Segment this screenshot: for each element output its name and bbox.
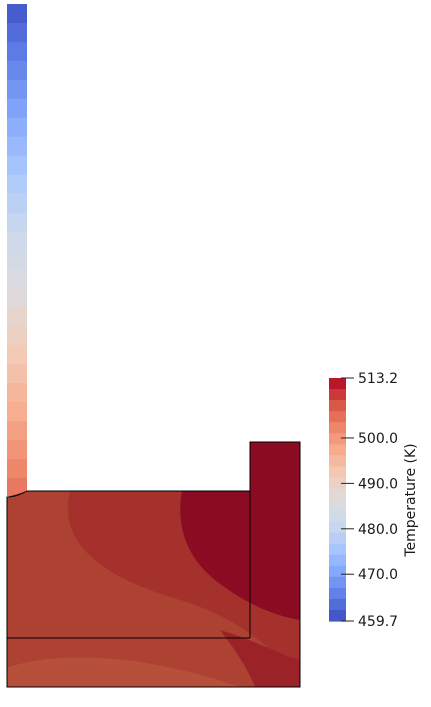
- inlet-tube: [7, 4, 27, 496]
- colorbar-ticks: 513.2 500.0 490.0 480.0 470.0 459.7: [341, 371, 398, 630]
- colorbar-tick-label: 500.0: [358, 431, 398, 447]
- colorbar-band: [329, 411, 346, 423]
- tube-band: [7, 326, 27, 346]
- colorbar-band: [329, 444, 346, 456]
- region-hot-core: [180, 491, 300, 620]
- colorbar-tick-label: 513.2: [358, 371, 398, 387]
- tube-band: [7, 364, 27, 384]
- colorbar-band: [329, 587, 346, 600]
- main-body: [7, 442, 300, 687]
- region-lower-right-dark: [220, 630, 300, 687]
- colorbar-band: [329, 521, 346, 534]
- tube-band: [7, 98, 27, 119]
- tube-band: [7, 478, 27, 496]
- colorbar-band: [329, 400, 346, 412]
- geometry-outline: [6, 441, 301, 688]
- tube-band: [7, 174, 27, 195]
- colorbar-band: [329, 543, 346, 556]
- tube-band: [7, 459, 27, 479]
- colorbar-tick-label: 459.7: [358, 614, 398, 630]
- region-outlet-hot: [250, 442, 300, 500]
- colorbar-legend: 513.2 500.0 490.0 480.0 470.0 459.7 Temperatu…: [329, 371, 419, 630]
- tube-band: [7, 345, 27, 365]
- tube-band: [7, 440, 27, 460]
- tube-band: [7, 288, 27, 308]
- colorbar-title: Temperature (K): [403, 443, 419, 557]
- tube-band: [7, 193, 27, 214]
- tube-band: [7, 212, 27, 233]
- colorbar-band: [329, 598, 346, 611]
- colorbar-band: [329, 499, 346, 512]
- tube-band: [7, 117, 27, 138]
- colorbar-band: [329, 389, 346, 401]
- colorbar-band: [329, 455, 346, 467]
- region-lower-medium: [7, 491, 300, 687]
- colorbar-band: [329, 466, 346, 479]
- tube-band: [7, 22, 27, 43]
- region-bottom-light: [7, 657, 300, 687]
- tube-band: [7, 231, 27, 252]
- colorbar-band: [329, 433, 346, 445]
- colorbar-band: [329, 554, 346, 567]
- colorbar-band: [329, 378, 346, 390]
- colorbar-band: [329, 477, 346, 490]
- colorbar-band: [329, 565, 346, 578]
- tube-band: [7, 4, 27, 24]
- tube-band: [7, 250, 27, 271]
- tube-band: [7, 60, 27, 81]
- colorbar-band: [329, 576, 346, 589]
- tube-band: [7, 269, 27, 290]
- colorbar-band: [329, 609, 346, 622]
- tube-band: [7, 402, 27, 422]
- colorbar-band: [329, 488, 346, 501]
- tube-band: [7, 155, 27, 176]
- colorbar-band: [329, 510, 346, 523]
- colorbar-band: [329, 422, 346, 434]
- tube-band: [7, 307, 27, 327]
- colorbar-tick-label: 490.0: [358, 476, 398, 492]
- tube-band: [7, 421, 27, 441]
- tube-band: [7, 41, 27, 62]
- colorbar-tick-label: 470.0: [358, 567, 398, 583]
- tube-band: [7, 383, 27, 403]
- colorbar-band: [329, 532, 346, 545]
- colorbar-tick-label: 480.0: [358, 522, 398, 538]
- colorbar-gradient: [329, 378, 346, 622]
- tube-band: [7, 136, 27, 157]
- tube-band: [7, 79, 27, 100]
